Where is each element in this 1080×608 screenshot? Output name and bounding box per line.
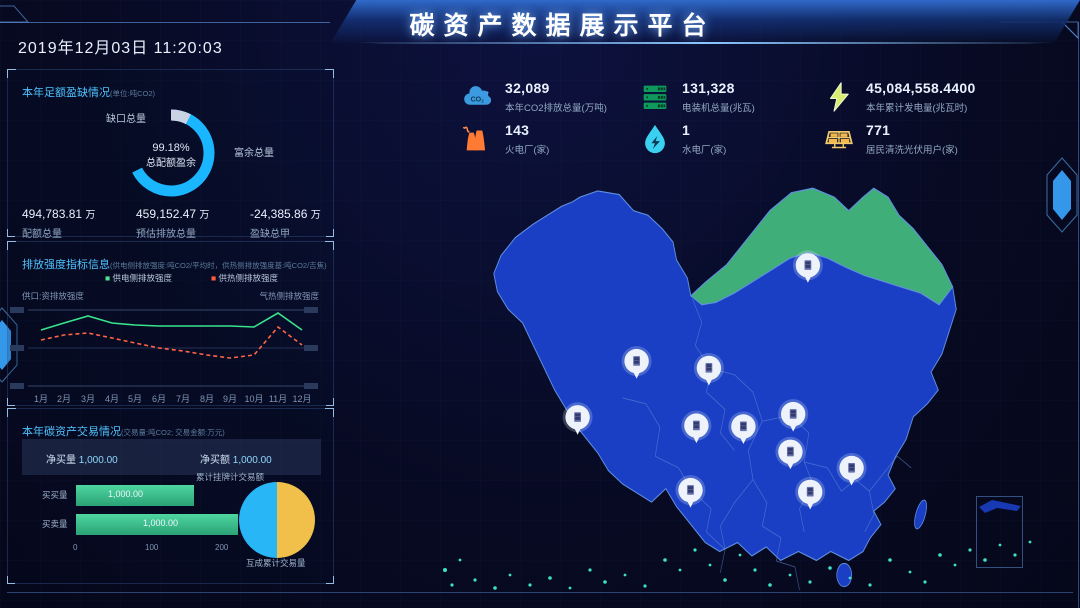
svg-text:8月: 8月 (200, 394, 214, 404)
svg-text:11月: 11月 (269, 394, 287, 404)
svg-text:1月: 1月 (34, 394, 48, 404)
svg-text:5月: 5月 (128, 394, 142, 404)
svg-text:7月: 7月 (176, 394, 190, 404)
svg-text:3月: 3月 (81, 394, 95, 404)
svg-text:10月: 10月 (244, 394, 263, 404)
svg-text:9月: 9月 (223, 394, 237, 404)
svg-text:6月: 6月 (152, 394, 166, 404)
svg-text:12月: 12月 (292, 394, 311, 404)
svg-text:2月: 2月 (57, 394, 71, 404)
svg-text:CO: CO (471, 95, 482, 103)
svg-text:4月: 4月 (105, 394, 119, 404)
